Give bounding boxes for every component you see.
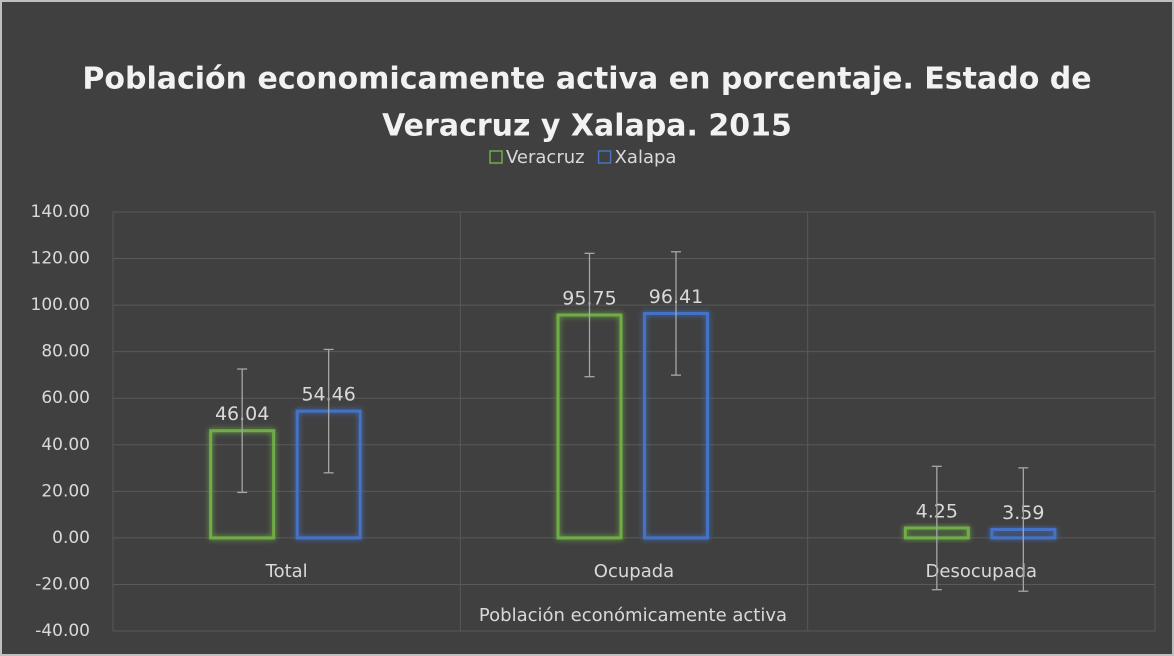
x-tick-label: Desocupada [926, 561, 1038, 582]
x-axis-label: Población económicamente activa [479, 605, 787, 626]
error-bar [671, 251, 681, 376]
y-tick-label: 100.00 [31, 295, 90, 315]
legend-swatch [489, 150, 503, 164]
legend-label: Veracruz [506, 147, 585, 168]
y-tick-label: 0.00 [52, 528, 90, 548]
error-bar [237, 368, 248, 494]
legend-label: Xalapa [615, 147, 677, 168]
error-bar [931, 465, 942, 591]
error-bar [1018, 467, 1029, 592]
y-tick-label: 140.00 [31, 202, 90, 222]
y-tick-label: 40.00 [41, 435, 90, 455]
y-tick-label: -20.00 [35, 574, 90, 594]
y-tick-label: 120.00 [31, 249, 90, 269]
chart-title: Veracruz y Xalapa. 2015 [382, 109, 792, 144]
y-tick-label: 60.00 [41, 388, 90, 408]
error-bar [323, 348, 334, 474]
x-tick-label: Ocupada [594, 561, 674, 582]
y-tick-label: -40.00 [35, 621, 90, 641]
x-tick-label: Total [265, 561, 308, 582]
y-tick-label: 80.00 [41, 342, 90, 362]
chart-title: Población economicamente activa en porce… [82, 62, 1091, 97]
y-tick-label: 20.00 [41, 481, 90, 501]
legend-swatch [597, 150, 612, 164]
error-bar [584, 252, 595, 378]
